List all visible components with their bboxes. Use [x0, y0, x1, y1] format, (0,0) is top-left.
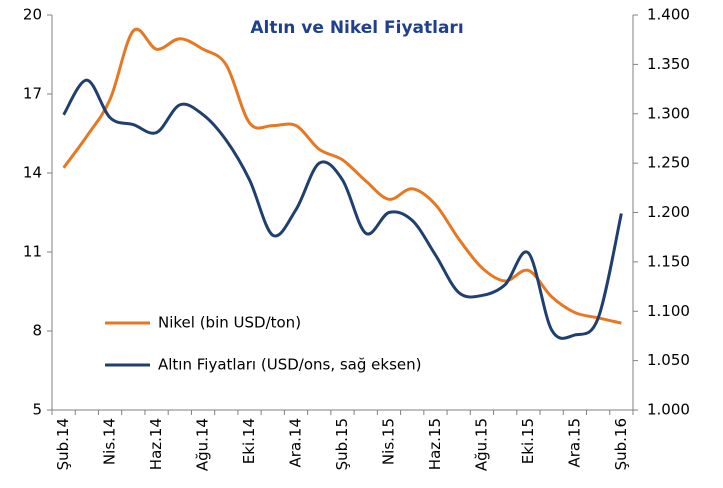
y2-tick-label: 1.050	[647, 351, 690, 369]
line	[62, 27, 622, 325]
y-tick-label: 20	[23, 6, 42, 24]
x-tick-label: Ara.15	[565, 418, 583, 467]
chart-title: Altın ve Nikel Fiyatları	[250, 18, 463, 38]
legend-label: Nikel (bin USD/ton)	[158, 314, 301, 332]
y2-tick-label: 1.400	[647, 6, 690, 24]
y2-tick-label: 1.200	[647, 203, 690, 221]
y-tick-label: 5	[32, 401, 42, 419]
x-tick-label: Şub.16	[612, 418, 630, 470]
legend-label: Altın Fiyatları (USD/ons, sağ eksen)	[158, 356, 421, 374]
y2-tick-label: 1.250	[647, 154, 690, 172]
y2-tick-label: 1.350	[647, 55, 690, 73]
x-tick-label: Ağu.14	[194, 418, 212, 471]
x-tick-label: Haz.15	[426, 418, 444, 470]
y-tick-label: 11	[23, 243, 42, 261]
y2-tick-label: 1.100	[647, 302, 690, 320]
y2-tick-label: 1.150	[647, 252, 690, 270]
x-tick-label: Eki.15	[519, 418, 537, 464]
y-tick-label: 17	[23, 85, 42, 103]
y2-tick-label: 1.300	[647, 104, 690, 122]
x-tick-label: Nis.15	[379, 418, 397, 465]
x-tick-label: Haz.14	[147, 418, 165, 470]
y-tick-label: 14	[23, 164, 42, 182]
x-tick-label: Nis.14	[101, 418, 119, 465]
y2-tick-label: 1.000	[647, 401, 690, 419]
x-tick-label: Eki.14	[240, 418, 258, 464]
x-tick-label: Şub.14	[54, 418, 72, 470]
x-tick-label: Ara.14	[287, 418, 305, 467]
y-tick-label: 8	[32, 322, 42, 340]
line	[62, 78, 623, 340]
x-tick-label: Şub.15	[333, 418, 351, 470]
x-tick-label: Ağu.15	[472, 418, 490, 471]
